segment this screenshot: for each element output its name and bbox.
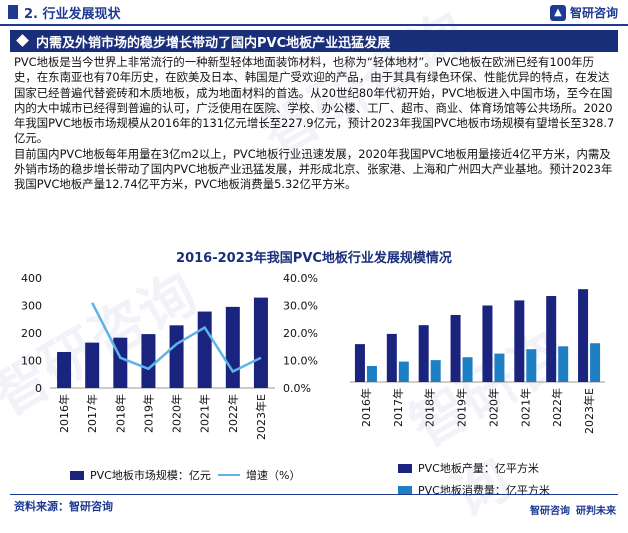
- page-title: 内需及外销市场的稳步增长带动了国内PVC地板产业迅猛发展: [36, 36, 391, 51]
- bar-output: [450, 314, 461, 382]
- x-tick-label: 2022年: [226, 394, 240, 433]
- y-tick-right: 20.0%: [283, 327, 318, 340]
- bar-consumption: [430, 360, 441, 382]
- footer-logo-name: 智研咨询: [530, 506, 570, 517]
- section-marker: [8, 5, 18, 19]
- bar-market-size: [253, 297, 268, 388]
- x-tick-label: 2023年E: [254, 394, 268, 440]
- diamond-icon: [16, 34, 29, 47]
- x-tick-label: 2017年: [85, 394, 99, 433]
- bar-output: [386, 333, 397, 382]
- x-tick-label: 2021年: [518, 388, 532, 427]
- bar-output: [354, 344, 365, 382]
- bar-consumption: [366, 365, 377, 382]
- paragraph-2: 目前国内PVC地板每年用量在3亿m2以上，PVC地板行业迅速发展，2020年我国…: [14, 146, 613, 192]
- header-rule: [0, 24, 628, 26]
- legend-line-swatch: [218, 474, 240, 476]
- logo-icon: ▲: [549, 4, 566, 21]
- y-tick-right: 30.0%: [283, 300, 318, 313]
- legend-label-market-size: PVC地板市场规模：亿元: [90, 469, 211, 482]
- growth-line: [91, 302, 262, 374]
- x-tick-label: 2022年: [550, 388, 564, 427]
- y-tick-left: 100: [21, 355, 42, 368]
- x-tick-label: 2018年: [423, 388, 437, 427]
- legend-label-growth: 增速（%）: [246, 469, 301, 482]
- footer-rule: [10, 494, 618, 495]
- y-tick-right: 40.0%: [283, 272, 318, 285]
- bar-consumption: [462, 357, 473, 382]
- market-size-chart: 0 100 200 300 400 0.0% 10.0% 20.0% 30.0% 40.0% 201…: [21, 272, 318, 440]
- x-tick-label: 2023年E: [582, 388, 596, 434]
- bar-market-size: [197, 311, 212, 388]
- body-text: PVC地板是当今世界上非常流行的一种新型轻体地面装饰材料，也称为“轻体地材”。P…: [14, 55, 616, 193]
- source-note: 资料来源：智研咨询: [14, 500, 113, 513]
- bar-consumption: [494, 353, 505, 382]
- x-tick-label: 2017年: [391, 388, 405, 427]
- paragraph-1: PVC地板是当今世界上非常流行的一种新型轻体地面装饰材料，也称为“轻体地材”。P…: [14, 55, 615, 146]
- x-tick-label: 2019年: [141, 394, 155, 433]
- bar-market-size: [57, 351, 72, 388]
- legend-consumption-swatch: [398, 485, 412, 495]
- legend-bar-swatch: [70, 470, 84, 480]
- y-tick-left: 0: [35, 382, 42, 395]
- bar-consumption: [558, 346, 569, 382]
- y-tick-right: 10.0%: [283, 355, 318, 368]
- bar-market-size: [169, 325, 184, 388]
- y-tick-left: 200: [21, 327, 42, 340]
- legend-growth: 增速（%）: [218, 467, 300, 483]
- legend-output-swatch: [398, 463, 412, 473]
- bar-output: [418, 325, 429, 382]
- y-tick-right: 0.0%: [283, 382, 311, 395]
- legend-market-size: PVC地板市场规模：亿元: [70, 467, 211, 483]
- x-tick-label: 2019年: [455, 388, 469, 427]
- bar-output: [546, 296, 557, 382]
- x-tick-label: 2020年: [170, 394, 184, 433]
- x-tick-label: 2020年: [486, 388, 500, 427]
- bar-output: [578, 289, 589, 382]
- title-bar: 内需及外销市场的稳步增长带动了国内PVC地板产业迅猛发展: [10, 30, 618, 52]
- header: 2. 行业发展现状 ▲ 智研咨询: [0, 0, 628, 26]
- x-tick-label: 2016年: [359, 388, 373, 427]
- output-consumption-chart: 2016年 2017年 2018年 2019年 2020年 2021年 2022年 2023年…: [350, 289, 605, 434]
- legend-label-output: PVC地板产量：亿平方米: [418, 462, 539, 475]
- legend-output: PVC地板产量：亿平方米: [398, 460, 539, 476]
- bar-consumption: [398, 361, 409, 382]
- bar-market-size: [85, 342, 100, 388]
- footer-brand: 智研咨询 研判未来: [530, 502, 616, 517]
- bar-market-size: [113, 337, 128, 388]
- x-tick-label: 2018年: [113, 394, 127, 433]
- y-tick-left: 300: [21, 300, 42, 313]
- brand-logo: ▲ 智研咨询: [549, 4, 618, 21]
- bar-consumption: [526, 349, 537, 382]
- bar-output: [482, 305, 493, 382]
- bar-market-size: [141, 334, 156, 388]
- legend-label-consumption: PVC地板消费量：亿平方米: [418, 484, 550, 497]
- y-tick-left: 400: [21, 272, 42, 285]
- x-tick-label: 2021年: [198, 394, 212, 433]
- x-tick-label: 2016年: [57, 394, 71, 433]
- bar-output: [514, 300, 525, 382]
- logo-name: 智研咨询: [569, 6, 618, 20]
- footer-slogan: 研判未来: [576, 506, 616, 517]
- bar-market-size: [225, 306, 240, 388]
- section-title: 2. 行业发展现状: [24, 7, 121, 22]
- bar-consumption: [590, 343, 601, 382]
- chart-title: 2016-2023年我国PVC地板行业发展规模情况: [176, 251, 452, 266]
- legend-consumption: PVC地板消费量：亿平方米: [398, 482, 550, 498]
